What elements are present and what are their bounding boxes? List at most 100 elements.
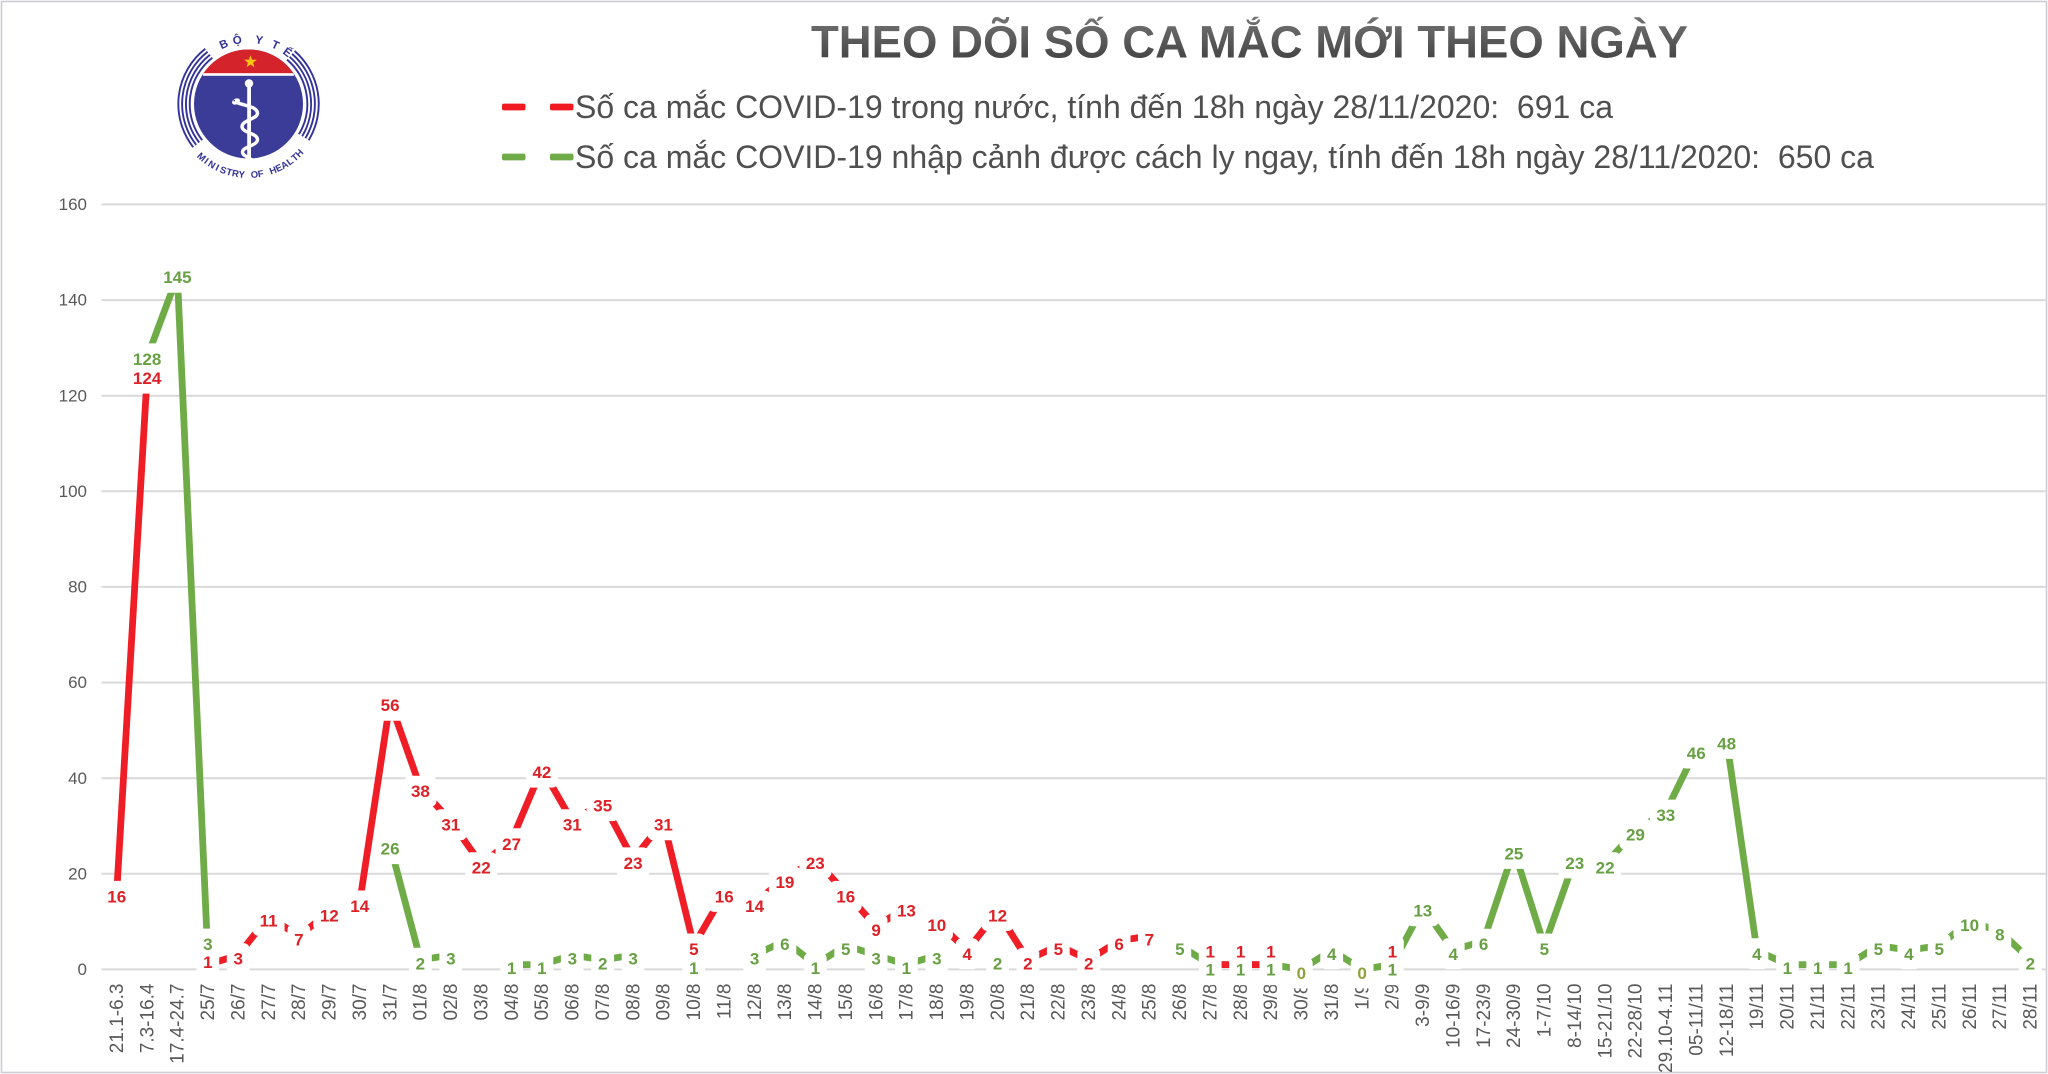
svg-text:2: 2 (416, 954, 425, 973)
svg-text:1: 1 (1236, 961, 1245, 980)
svg-text:27/8: 27/8 (1201, 984, 1222, 1021)
svg-text:03/8: 03/8 (472, 984, 493, 1021)
svg-text:33: 33 (1656, 806, 1675, 825)
svg-text:O: O (250, 169, 258, 181)
svg-text:124: 124 (133, 369, 162, 388)
svg-text:23/8: 23/8 (1079, 984, 1100, 1021)
svg-text:60: 60 (68, 673, 87, 692)
svg-text:1: 1 (1266, 961, 1275, 980)
svg-text:4: 4 (1752, 945, 1762, 964)
svg-text:17/8: 17/8 (897, 984, 918, 1021)
svg-text:14: 14 (745, 897, 764, 916)
svg-text:19/11: 19/11 (1747, 984, 1768, 1030)
svg-text:3: 3 (203, 935, 212, 954)
svg-text:24-30/9: 24-30/9 (1504, 984, 1525, 1048)
svg-text:4: 4 (1904, 945, 1914, 964)
svg-text:29.10-4.11: 29.10-4.11 (1656, 984, 1677, 1073)
svg-text:1: 1 (1205, 943, 1214, 962)
svg-text:2: 2 (993, 954, 1002, 973)
svg-text:Ộ: Ộ (232, 33, 243, 47)
svg-text:F: F (257, 168, 265, 180)
svg-text:42: 42 (532, 763, 551, 782)
svg-text:3: 3 (932, 950, 941, 969)
svg-text:12: 12 (320, 907, 339, 926)
svg-text:26: 26 (381, 840, 400, 859)
svg-text:0: 0 (78, 960, 87, 979)
svg-text:6: 6 (1479, 935, 1488, 954)
svg-text:THEO DÕI SỐ CA MẮC MỚI THEO NG: THEO DÕI SỐ CA MẮC MỚI THEO NGÀY (811, 16, 1688, 68)
svg-text:1: 1 (203, 953, 212, 972)
svg-text:30/8: 30/8 (1292, 984, 1313, 1021)
svg-text:140: 140 (59, 291, 87, 310)
svg-text:31/7: 31/7 (380, 984, 401, 1021)
svg-text:H: H (268, 165, 278, 178)
svg-text:E: E (274, 162, 284, 175)
svg-text:17.4-24.7: 17.4-24.7 (168, 984, 189, 1064)
svg-text:5: 5 (1934, 940, 1943, 959)
svg-text:21/11: 21/11 (1808, 984, 1829, 1030)
svg-text:18/8: 18/8 (927, 984, 948, 1021)
svg-text:23/11: 23/11 (1869, 984, 1890, 1030)
svg-text:5: 5 (1540, 940, 1549, 959)
svg-text:01/8: 01/8 (411, 984, 432, 1021)
svg-text:7.3-16.4: 7.3-16.4 (137, 983, 158, 1053)
svg-text:1: 1 (1843, 959, 1852, 978)
svg-text:20/8: 20/8 (988, 984, 1009, 1021)
svg-text:13/8: 13/8 (775, 984, 796, 1021)
svg-text:5: 5 (841, 940, 850, 959)
svg-text:11/8: 11/8 (715, 984, 736, 1020)
svg-text:12/8: 12/8 (745, 984, 766, 1021)
svg-text:3: 3 (750, 950, 759, 969)
svg-text:26/11: 26/11 (1960, 984, 1981, 1030)
svg-text:08/8: 08/8 (623, 984, 644, 1021)
svg-text:29: 29 (1626, 825, 1645, 844)
svg-text:25/11: 25/11 (1930, 984, 1951, 1030)
svg-text:28/7: 28/7 (289, 984, 310, 1021)
svg-text:02/8: 02/8 (441, 984, 462, 1021)
svg-text:21/8: 21/8 (1018, 984, 1039, 1021)
svg-text:17-23/9: 17-23/9 (1474, 984, 1495, 1048)
svg-text:12-18/11: 12-18/11 (1717, 984, 1738, 1058)
svg-text:160: 160 (59, 195, 87, 214)
svg-text:L: L (285, 156, 296, 168)
svg-text:16: 16 (107, 887, 126, 906)
svg-text:05/8: 05/8 (532, 984, 553, 1021)
svg-text:31/8: 31/8 (1322, 984, 1343, 1021)
svg-text:19/8: 19/8 (958, 984, 979, 1021)
svg-text:Y: Y (238, 169, 246, 181)
svg-text:05-11/11: 05-11/11 (1687, 984, 1708, 1056)
svg-text:Y: Y (254, 34, 264, 47)
svg-text:16/8: 16/8 (866, 984, 887, 1021)
svg-text:13: 13 (897, 902, 916, 921)
svg-text:T: T (269, 39, 280, 53)
svg-text:8-14/10: 8-14/10 (1565, 984, 1586, 1048)
svg-text:22: 22 (472, 859, 491, 878)
svg-text:5: 5 (1874, 940, 1883, 959)
svg-text:04/8: 04/8 (502, 984, 523, 1021)
svg-text:31: 31 (654, 816, 673, 835)
svg-text:8: 8 (1995, 926, 2004, 945)
svg-text:46: 46 (1687, 744, 1706, 763)
svg-text:120: 120 (59, 386, 87, 405)
svg-text:26/7: 26/7 (229, 984, 250, 1021)
svg-text:25/8: 25/8 (1140, 984, 1161, 1021)
svg-text:15-21/10: 15-21/10 (1595, 984, 1616, 1059)
svg-text:35: 35 (593, 797, 612, 816)
svg-text:26/8: 26/8 (1170, 984, 1191, 1021)
svg-text:22-28/10: 22-28/10 (1626, 984, 1647, 1059)
svg-text:20: 20 (68, 864, 87, 883)
svg-text:15/8: 15/8 (836, 984, 857, 1021)
svg-text:20/11: 20/11 (1778, 984, 1799, 1030)
svg-text:29/7: 29/7 (320, 984, 341, 1021)
svg-text:N: N (206, 159, 218, 172)
svg-text:23: 23 (1565, 854, 1584, 873)
svg-text:1/9: 1/9 (1352, 984, 1373, 1010)
svg-text:22/8: 22/8 (1049, 984, 1070, 1021)
svg-text:6: 6 (780, 935, 789, 954)
svg-text:22: 22 (1596, 859, 1615, 878)
svg-text:A: A (279, 159, 291, 172)
svg-text:1: 1 (1388, 943, 1397, 962)
svg-text:23: 23 (624, 854, 643, 873)
svg-text:31: 31 (563, 816, 582, 835)
svg-text:07/8: 07/8 (593, 984, 614, 1021)
